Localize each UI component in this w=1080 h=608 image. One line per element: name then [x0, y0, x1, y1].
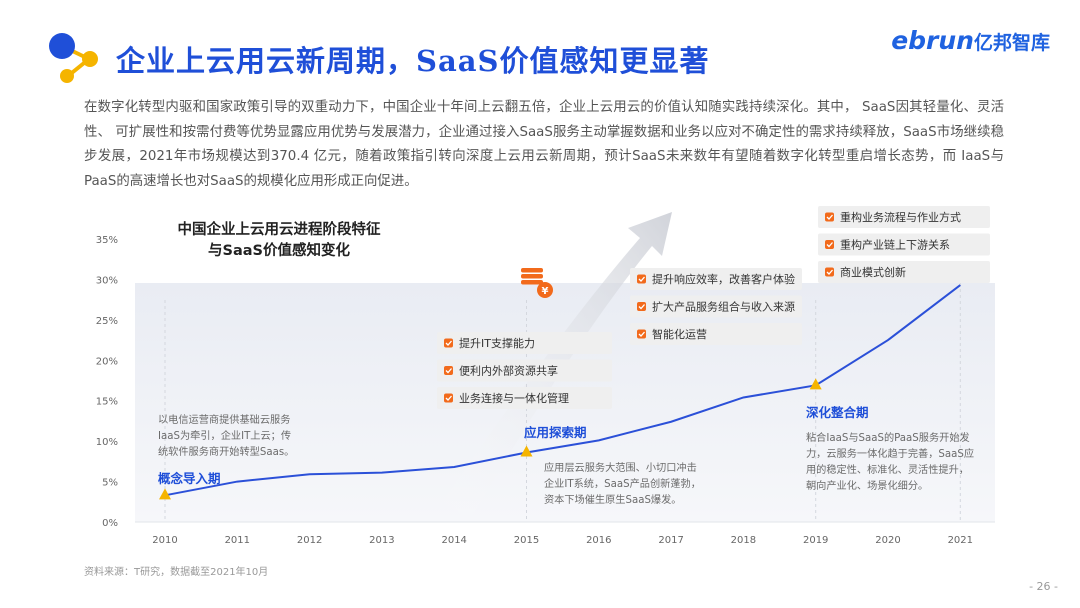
- stage-description-line: 朝向产业化、场景化细分。: [806, 479, 928, 492]
- stage-description-line: 力，云服务一体化趋于完善，SaaS应: [806, 447, 974, 460]
- stage-description-line: 用的稳定性、标准化、灵活性提升，: [806, 463, 969, 476]
- value-item-label: 重构业务流程与作业方式: [840, 210, 961, 224]
- coin-circle: [537, 282, 553, 298]
- stage-name: 概念导入期: [158, 471, 221, 486]
- bullet-check-icon: [444, 338, 453, 348]
- value-item-box: [630, 268, 802, 290]
- bullet-check-icon: [637, 302, 646, 311]
- y-tick-label: 0%: [102, 518, 118, 529]
- check-mark: [445, 395, 452, 401]
- page-title: 企业上云用云新周期，SaaS价值感知更显著: [116, 44, 710, 78]
- value-item-box: [818, 206, 990, 228]
- bullet-check-icon: [637, 329, 646, 339]
- stage-description-line: 企业IT系统，SaaS产品创新蓬勃，: [544, 477, 701, 490]
- coin-stack: [521, 280, 543, 285]
- stage-name: 深化整合期: [806, 405, 869, 420]
- x-tick-label: 2016: [586, 535, 611, 546]
- y-tick-label: 5%: [102, 478, 118, 489]
- value-item-box: [818, 261, 990, 283]
- value-item-box: [630, 295, 802, 318]
- x-tick-label: 2015: [514, 535, 539, 546]
- y-tick-label: 25%: [96, 316, 118, 327]
- source-note: 资料来源：T研究，数据截至2021年10月: [84, 567, 269, 578]
- value-item-label: 商业模式创新: [840, 265, 906, 279]
- value-item-label: 便利内外部资源共享: [459, 364, 558, 378]
- value-item-box: [437, 332, 612, 354]
- check-mark: [445, 340, 452, 346]
- x-tick-label: 2020: [875, 535, 900, 546]
- coin-symbol: ¥: [542, 286, 549, 297]
- check-mark: [445, 368, 452, 374]
- bullet-check-icon: [825, 212, 834, 222]
- value-item-label: 提升响应效率，改善客户体验: [652, 272, 795, 286]
- x-tick-label: 2014: [441, 535, 466, 546]
- x-tick-label: 2021: [948, 535, 973, 546]
- series-line: [164, 284, 961, 497]
- value-item-label: 提升IT支撑能力: [459, 336, 535, 350]
- stage-marker-icon: [520, 445, 533, 457]
- bullet-check-icon: [825, 267, 834, 277]
- stage-name: 应用探索期: [524, 425, 587, 440]
- y-tick-label: 35%: [96, 235, 118, 246]
- page-number: - 26 -: [1029, 580, 1058, 593]
- value-item-label: 智能化运营: [652, 327, 707, 341]
- check-mark: [638, 304, 645, 310]
- brand-cn: 亿邦智库: [973, 32, 1050, 54]
- stage-description-line: 以电信运营商提供基础云服务: [158, 413, 290, 426]
- y-tick-label: 30%: [96, 275, 118, 286]
- x-tick-label: 2012: [297, 535, 322, 546]
- value-item-label: 扩大产品服务组合与收入来源: [652, 300, 795, 314]
- bullet-check-icon: [825, 240, 834, 249]
- y-tick-label: 15%: [96, 397, 118, 408]
- intro-paragraph: 在数字化转型内驱和国家政策引导的双重动力下，中国企业十年间上云翻五倍，企业上云用…: [84, 100, 1004, 189]
- bullet-check-icon: [444, 366, 453, 375]
- value-item-label: 业务连接与一体化管理: [459, 391, 569, 405]
- stage-description-line: 粘合IaaS与SaaS的PaaS服务开始发: [806, 431, 970, 444]
- chart-title-line: 中国企业上云用云进程阶段特征: [177, 222, 381, 238]
- chart-title-line: 与SaaS价值感知变化: [208, 243, 350, 259]
- chart-title: 中国企业上云用云进程阶段特征 与SaaS价值感知变化: [164, 220, 394, 262]
- value-item-box: [818, 233, 990, 256]
- coin-stack: [521, 274, 543, 279]
- coins-icon: ¥: [521, 268, 553, 298]
- x-tick-label: 2011: [225, 535, 250, 546]
- x-tick-label: 2019: [803, 535, 828, 546]
- value-item-box: [437, 387, 612, 409]
- value-item-box: [437, 359, 612, 382]
- molecule-logo-icon: [49, 33, 98, 83]
- check-mark: [638, 331, 645, 337]
- x-tick-label: 2018: [731, 535, 756, 546]
- stage-description-line: 应用层云服务大范围、小切口冲击: [544, 461, 697, 474]
- value-item-label: 重构产业链上下游关系: [840, 238, 950, 252]
- check-mark: [638, 276, 645, 282]
- x-tick-label: 2017: [658, 535, 683, 546]
- coin-stack: [521, 268, 543, 273]
- bullet-check-icon: [637, 274, 646, 284]
- value-item-box: [630, 323, 802, 345]
- stage-marker-icon: [159, 488, 171, 500]
- y-tick-label: 20%: [96, 356, 118, 367]
- stage-description-line: IaaS为牵引，企业IT上云；传: [158, 429, 291, 442]
- stage-description-line: 资本下场催生原生SaaS爆发。: [544, 493, 681, 506]
- check-mark: [826, 242, 833, 248]
- check-mark: [826, 269, 833, 275]
- bullet-check-icon: [444, 393, 453, 403]
- brand-en: ebrun: [891, 26, 974, 55]
- stage-marker-icon: [809, 378, 822, 390]
- x-tick-label: 2013: [369, 535, 394, 546]
- brand-logo: ebrun亿邦智库: [891, 26, 1050, 55]
- check-mark: [826, 214, 833, 220]
- x-tick-label: 2010: [152, 535, 177, 546]
- y-tick-label: 10%: [96, 437, 118, 448]
- stage-description-line: 统软件服务商开始转型Saas。: [158, 445, 294, 458]
